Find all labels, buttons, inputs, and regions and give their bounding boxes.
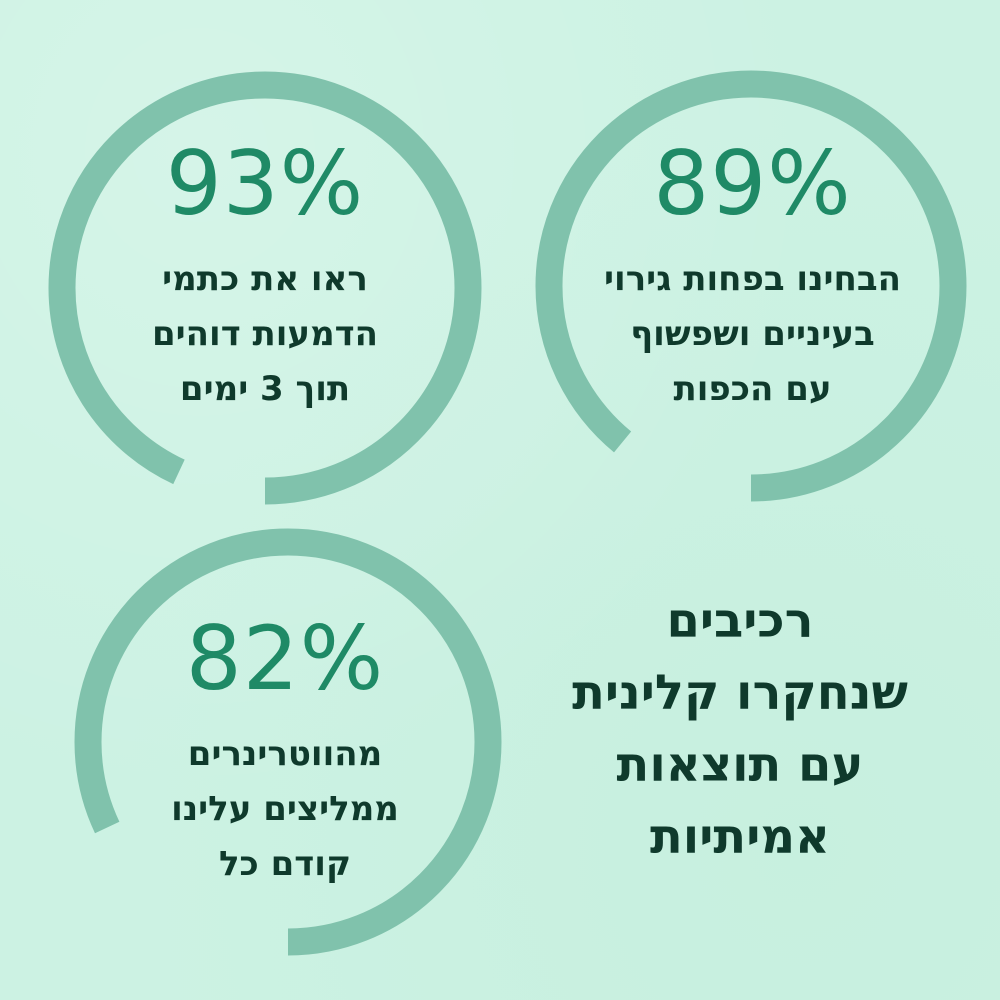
stat-card-89: 89% הבחינו בפחות גירוי בעיניים ושפשוף עם…: [510, 35, 970, 502]
progress-ring: [74, 528, 502, 956]
stat-percent: 82%: [185, 607, 385, 710]
stat-card-93: 93% ראו את כתמי הדמעות דוהים תוך 3 ימים: [35, 35, 495, 505]
stat-percent: 89%: [653, 132, 852, 235]
stat-caption-line: בעיניים ושפשוף: [630, 314, 875, 354]
stat-caption-line: ראו את כתמי: [162, 259, 368, 299]
stat-caption-line: עם הכפות: [673, 369, 832, 409]
stat-caption-line: ממליצים עלינו: [171, 789, 399, 829]
stat-caption: ראו את כתמי הדמעות דוהים תוך 3 ימים: [35, 252, 495, 417]
stat-caption-line: מהווטרינרים: [187, 734, 383, 774]
headline-line: עם תוצאות: [616, 737, 864, 793]
stat-percent: 93%: [165, 132, 365, 235]
headline-line: רכיבים: [666, 593, 814, 649]
headline-line: אמיתיות: [650, 809, 830, 865]
progress-ring: [48, 71, 482, 505]
stat-card-82: 82% מהווטרינרים ממליצים עלינו קודם כל: [50, 515, 510, 975]
progress-ring-arc: [535, 70, 967, 502]
progress-ring: [535, 70, 967, 502]
stat-caption-line: הדמעות דוהים: [151, 314, 379, 354]
headline: רכיבים שנחקרו קלינית עם תוצאות אמיתיות: [530, 585, 950, 873]
stat-caption-line: תוך 3 ימים: [179, 369, 351, 409]
stat-caption-line: קודם כל: [218, 844, 352, 884]
stat-caption: מהווטרינרים ממליצים עלינו קודם כל: [60, 727, 510, 892]
headline-line: שנחקרו קלינית: [572, 665, 908, 721]
stat-caption: הבחינו בפחות גירוי בעיניים ושפשוף עם הכפ…: [535, 252, 970, 417]
progress-ring-arc: [48, 71, 482, 505]
progress-ring-arc: [74, 528, 502, 956]
stat-caption-line: הבחינו בפחות גירוי: [604, 259, 901, 299]
